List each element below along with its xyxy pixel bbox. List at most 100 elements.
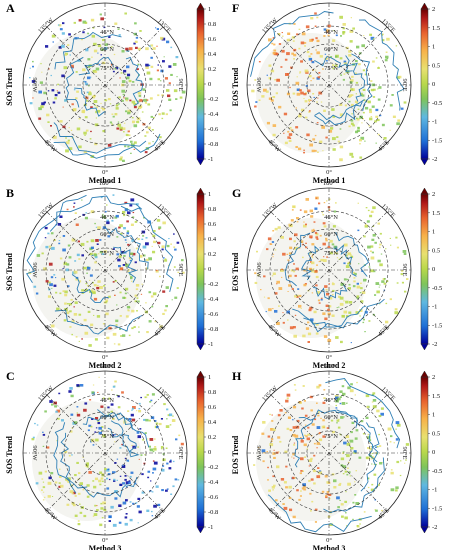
trend-pixel bbox=[51, 496, 54, 497]
trend-pixel bbox=[128, 79, 132, 83]
trend-pixel bbox=[152, 47, 156, 50]
trend-pixel bbox=[48, 281, 51, 284]
trend-pixel bbox=[121, 465, 126, 468]
trend-pixel bbox=[371, 456, 374, 458]
trend-pixel bbox=[347, 467, 349, 469]
trend-pixel bbox=[332, 67, 335, 70]
trend-pixel bbox=[157, 64, 159, 66]
trend-pixel bbox=[371, 238, 375, 241]
trend-pixel bbox=[322, 150, 324, 152]
trend-pixel bbox=[309, 318, 314, 322]
trend-pixel bbox=[287, 291, 289, 292]
trend-pixel bbox=[293, 384, 296, 386]
trend-pixel bbox=[119, 291, 122, 294]
trend-pixel bbox=[81, 38, 83, 41]
colorbar-tick-label: 0.6 bbox=[208, 36, 217, 43]
trend-pixel bbox=[56, 440, 58, 442]
trend-pixel bbox=[342, 78, 345, 81]
trend-pixel bbox=[112, 434, 115, 436]
trend-pixel bbox=[156, 28, 159, 30]
trend-pixel bbox=[309, 235, 313, 239]
trend-pixel bbox=[123, 214, 126, 217]
trend-pixel bbox=[138, 331, 140, 333]
trend-pixel bbox=[278, 43, 282, 45]
trend-pixel bbox=[119, 315, 122, 317]
trend-pixel bbox=[313, 96, 315, 98]
trend-pixel bbox=[162, 60, 165, 63]
trend-pixel bbox=[31, 438, 35, 441]
trend-pixel bbox=[145, 242, 149, 246]
trend-pixel bbox=[316, 16, 319, 19]
trend-pixel bbox=[50, 472, 54, 475]
trend-pixel bbox=[77, 492, 81, 495]
trend-pixel bbox=[106, 469, 110, 472]
trend-pixel bbox=[123, 69, 127, 73]
trend-pixel bbox=[314, 25, 317, 27]
trend-pixel bbox=[379, 445, 382, 447]
trend-pixel bbox=[357, 202, 359, 204]
trend-pixel bbox=[371, 394, 374, 396]
trend-pixel bbox=[302, 385, 305, 387]
trend-pixel bbox=[78, 313, 82, 316]
trend-pixel bbox=[83, 514, 87, 518]
trend-pixel bbox=[92, 27, 95, 29]
trend-pixel bbox=[150, 399, 153, 402]
trend-pixel bbox=[343, 300, 345, 302]
trend-pixel bbox=[134, 294, 138, 297]
trend-pixel bbox=[147, 470, 151, 473]
trend-pixel bbox=[363, 511, 366, 513]
trend-pixel bbox=[310, 510, 312, 512]
colorbar-tick-label: 0.6 bbox=[208, 221, 217, 228]
label-180: 180° bbox=[99, 180, 112, 187]
trend-pixel bbox=[363, 318, 365, 321]
trend-pixel bbox=[87, 32, 89, 35]
trend-pixel bbox=[373, 88, 376, 91]
trend-pixel bbox=[94, 104, 97, 107]
trend-pixel bbox=[116, 127, 120, 130]
trend-pixel bbox=[314, 508, 318, 511]
trend-pixel bbox=[278, 287, 283, 290]
trend-pixel bbox=[272, 52, 276, 55]
trend-pixel bbox=[93, 314, 95, 316]
label-75n: 75°N bbox=[324, 433, 338, 440]
trend-pixel bbox=[367, 477, 370, 480]
trend-pixel bbox=[301, 243, 304, 246]
trend-pixel bbox=[341, 515, 344, 518]
trend-pixel bbox=[115, 66, 119, 70]
trend-pixel bbox=[302, 483, 306, 487]
trend-pixel bbox=[84, 81, 87, 83]
trend-pixel bbox=[369, 33, 372, 36]
trend-pixel bbox=[116, 304, 118, 306]
trend-pixel bbox=[67, 139, 70, 142]
trend-pixel bbox=[102, 434, 106, 438]
label-90e: 90°E bbox=[177, 78, 184, 91]
trend-patches bbox=[31, 376, 184, 527]
trend-pixel bbox=[372, 405, 377, 409]
trend-pixel bbox=[308, 103, 310, 105]
trend-pixel bbox=[132, 252, 136, 256]
trend-pixel bbox=[166, 408, 169, 411]
trend-pixel bbox=[352, 518, 354, 520]
trend-pixel bbox=[350, 431, 353, 434]
trend-pixel bbox=[292, 515, 296, 519]
trend-pixel bbox=[173, 233, 175, 235]
trend-pixel bbox=[296, 83, 298, 85]
trend-pixel bbox=[124, 522, 128, 526]
coastline bbox=[107, 427, 131, 457]
trend-pixel bbox=[81, 110, 85, 113]
trend-pixel bbox=[326, 256, 328, 258]
trend-pixel bbox=[85, 282, 88, 285]
label-75n: 75°N bbox=[100, 65, 114, 72]
colorbar-tick-label: 0.4 bbox=[208, 51, 217, 58]
trend-pixel bbox=[152, 230, 156, 233]
trend-pixel bbox=[85, 212, 87, 214]
trend-pixel bbox=[115, 214, 119, 218]
trend-pixel bbox=[135, 36, 139, 39]
trend-pixel bbox=[318, 471, 322, 475]
trend-pixel bbox=[89, 274, 93, 277]
coastline bbox=[360, 422, 380, 492]
trend-pixel bbox=[294, 389, 297, 391]
trend-pixel bbox=[307, 433, 310, 436]
colorbar-tick-label: -0.8 bbox=[208, 509, 218, 516]
trend-pixel bbox=[36, 254, 41, 257]
